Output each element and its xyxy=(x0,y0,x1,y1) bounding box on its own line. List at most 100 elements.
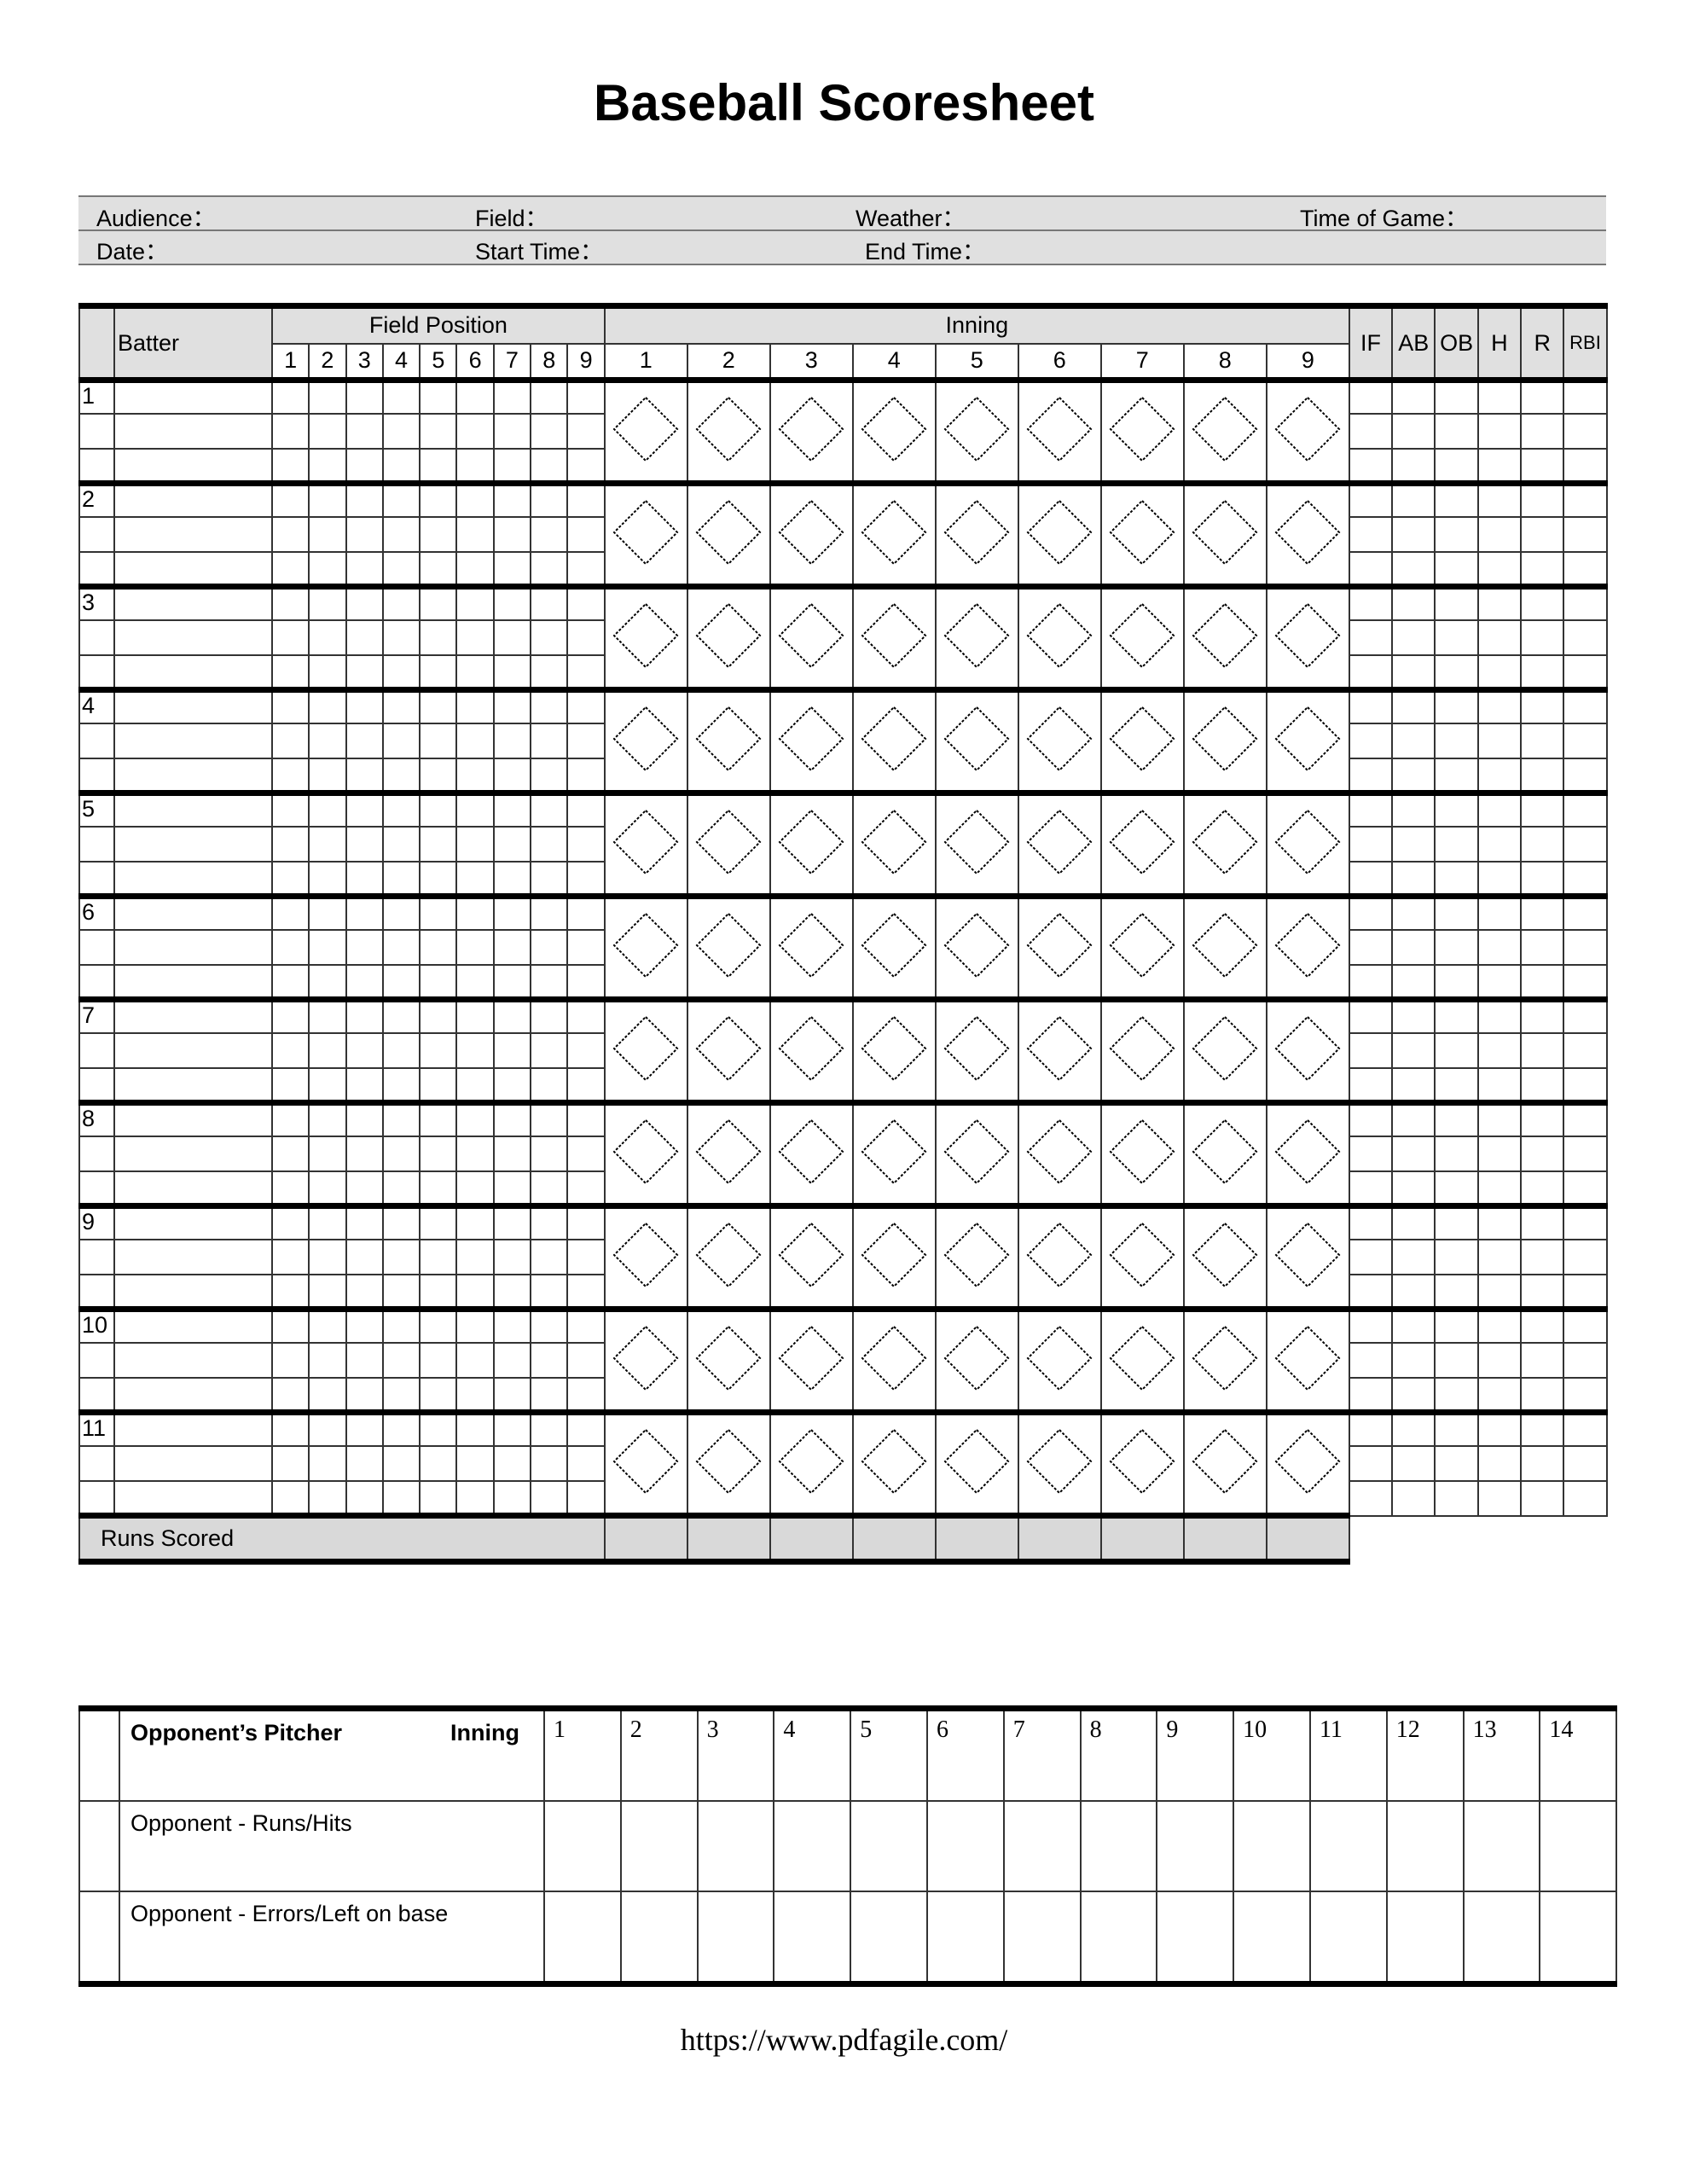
inning-at-bat-cell[interactable] xyxy=(603,1306,688,1414)
stat-cell-h[interactable] xyxy=(1476,619,1523,656)
field-position-cell[interactable] xyxy=(455,1238,495,1275)
inning-at-bat-cell[interactable] xyxy=(769,893,854,1001)
field-position-cell[interactable] xyxy=(381,1135,421,1172)
inning-at-bat-cell[interactable] xyxy=(603,377,688,485)
stat-cell-ob[interactable] xyxy=(1434,996,1479,1034)
inning-at-bat-cell[interactable] xyxy=(603,790,688,897)
field-position-cell[interactable] xyxy=(419,584,458,621)
stat-cell-rbi[interactable] xyxy=(1563,1203,1608,1240)
field-position-cell[interactable] xyxy=(492,515,532,553)
stat-cell-h[interactable] xyxy=(1476,1135,1523,1172)
field-position-cell[interactable] xyxy=(308,1135,347,1172)
stat-cell-h[interactable] xyxy=(1476,1170,1523,1207)
stat-cell-r[interactable] xyxy=(1520,1306,1565,1344)
inning-at-bat-cell[interactable] xyxy=(769,1100,854,1207)
inning-at-bat-cell[interactable] xyxy=(1182,377,1267,485)
inning-at-bat-cell[interactable] xyxy=(686,687,771,794)
field-position-cell[interactable] xyxy=(419,447,458,485)
runs-scored-cell[interactable] xyxy=(769,1513,854,1565)
inning-at-bat-cell[interactable] xyxy=(1099,584,1185,691)
inning-at-bat-cell[interactable] xyxy=(1265,584,1350,691)
field-position-cell[interactable] xyxy=(381,550,421,588)
field-position-cell[interactable] xyxy=(381,1100,421,1137)
stat-cell-rbi[interactable] xyxy=(1563,1031,1608,1069)
stat-cell-h[interactable] xyxy=(1476,515,1523,553)
stat-cell-rbi[interactable] xyxy=(1563,1066,1608,1104)
inning-at-bat-cell[interactable] xyxy=(1017,1306,1102,1414)
field-position-cell[interactable] xyxy=(530,722,569,759)
field-position-cell[interactable] xyxy=(419,1238,458,1275)
opponent-inning-cell[interactable] xyxy=(925,1800,1005,1892)
inning-at-bat-cell[interactable] xyxy=(934,996,1019,1104)
opponent-inning-cell[interactable] xyxy=(1539,1891,1618,1985)
field-position-cell[interactable] xyxy=(381,515,421,553)
field-position-cell[interactable] xyxy=(270,1100,310,1137)
runs-scored-cell[interactable] xyxy=(851,1513,937,1565)
field-position-cell[interactable] xyxy=(455,1376,495,1414)
runs-scored-cell[interactable] xyxy=(1265,1513,1350,1565)
field-position-cell[interactable] xyxy=(530,653,569,691)
inning-at-bat-cell[interactable] xyxy=(603,1409,688,1517)
stat-cell-rbi[interactable] xyxy=(1563,1100,1608,1137)
stat-cell-rbi[interactable] xyxy=(1563,1170,1608,1207)
stat-cell-rbi[interactable] xyxy=(1563,1238,1608,1275)
field-position-cell[interactable] xyxy=(419,1409,458,1447)
opponent-inning-cell[interactable] xyxy=(773,1800,852,1892)
field-position-cell[interactable] xyxy=(381,928,421,966)
opponent-inning-cell[interactable] xyxy=(1002,1800,1082,1892)
inning-at-bat-cell[interactable] xyxy=(1017,584,1102,691)
field-position-cell[interactable] xyxy=(270,996,310,1034)
stat-cell-ob[interactable] xyxy=(1434,447,1479,485)
stat-cell-h[interactable] xyxy=(1476,1066,1523,1104)
field-position-cell[interactable] xyxy=(492,447,532,485)
inning-at-bat-cell[interactable] xyxy=(1182,1409,1267,1517)
field-position-cell[interactable] xyxy=(492,687,532,724)
field-position-cell[interactable] xyxy=(566,377,606,415)
field-position-cell[interactable] xyxy=(381,722,421,759)
stat-cell-r[interactable] xyxy=(1520,1409,1565,1447)
stat-cell-ob[interactable] xyxy=(1434,550,1479,588)
opponent-inning-cell[interactable] xyxy=(1156,1800,1235,1892)
field-position-cell[interactable] xyxy=(530,1238,569,1275)
stat-cell-if[interactable] xyxy=(1348,790,1394,828)
batter-name-cell[interactable] xyxy=(113,893,273,931)
field-position-cell[interactable] xyxy=(308,1031,347,1069)
opponent-inning-cell[interactable] xyxy=(696,1891,775,1985)
stat-cell-ab[interactable] xyxy=(1391,447,1436,485)
stat-cell-r[interactable] xyxy=(1520,722,1565,759)
opponent-inning-cell[interactable] xyxy=(1539,1800,1618,1892)
inning-at-bat-cell[interactable] xyxy=(1017,377,1102,485)
inning-at-bat-cell[interactable] xyxy=(1182,687,1267,794)
opponent-inning-cell[interactable] xyxy=(1079,1891,1158,1985)
field-position-cell[interactable] xyxy=(419,1273,458,1310)
opponent-inning-cell[interactable] xyxy=(925,1891,1005,1985)
field-position-cell[interactable] xyxy=(381,1273,421,1310)
inning-at-bat-cell[interactable] xyxy=(769,377,854,485)
field-position-cell[interactable] xyxy=(530,1306,569,1344)
field-position-cell[interactable] xyxy=(381,1444,421,1482)
inning-at-bat-cell[interactable] xyxy=(603,584,688,691)
field-position-cell[interactable] xyxy=(492,1479,532,1517)
field-position-cell[interactable] xyxy=(455,515,495,553)
inning-at-bat-cell[interactable] xyxy=(1182,1306,1267,1414)
field-position-cell[interactable] xyxy=(492,1341,532,1379)
field-position-cell[interactable] xyxy=(530,1170,569,1207)
stat-cell-h[interactable] xyxy=(1476,412,1523,450)
field-position-cell[interactable] xyxy=(492,996,532,1034)
inning-at-bat-cell[interactable] xyxy=(1017,1100,1102,1207)
field-position-cell[interactable] xyxy=(345,1238,384,1275)
stat-cell-if[interactable] xyxy=(1348,1444,1394,1482)
inning-at-bat-cell[interactable] xyxy=(1182,893,1267,1001)
stat-cell-h[interactable] xyxy=(1476,722,1523,759)
opponent-inning-cell[interactable] xyxy=(1002,1891,1082,1985)
inning-at-bat-cell[interactable] xyxy=(769,1203,854,1310)
stat-cell-h[interactable] xyxy=(1476,893,1523,931)
field-position-cell[interactable] xyxy=(345,1341,384,1379)
stat-cell-r[interactable] xyxy=(1520,893,1565,931)
inning-at-bat-cell[interactable] xyxy=(769,687,854,794)
field-position-cell[interactable] xyxy=(270,447,310,485)
stat-cell-if[interactable] xyxy=(1348,1066,1394,1104)
field-position-cell[interactable] xyxy=(530,687,569,724)
inning-at-bat-cell[interactable] xyxy=(1017,687,1102,794)
field-position-cell[interactable] xyxy=(566,1376,606,1414)
